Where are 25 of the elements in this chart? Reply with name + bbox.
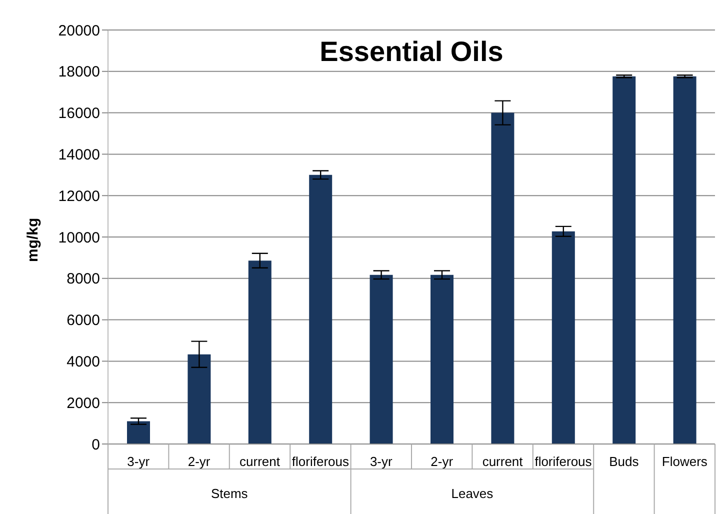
y-tick-label: 4000 [66,354,100,371]
y-tick-label: 10000 [58,229,100,246]
x-tick-label: floriferous [534,454,592,469]
x-tick-label: current [482,454,524,469]
x-tick-label: 2-yr [430,454,454,469]
x-tick-label: 3-yr [127,454,150,469]
y-tick-label: 14000 [58,146,100,164]
y-tick-label: 2000 [66,394,100,412]
x-tick-label: 2-yr [188,454,211,469]
x-tick-label: floriferous [292,454,350,469]
x-tick-label: 3-yr [370,454,394,469]
x-tick-label: current [240,454,280,469]
y-tick-label: 12000 [58,188,100,205]
y-tick-label: 16000 [58,105,100,122]
y-tick-label: 18000 [58,64,100,81]
text: Leaves [451,486,494,501]
chart-title: Essential Oils [318,36,504,68]
y-tick-label: 6000 [66,312,100,330]
y-tick-label: 8000 [66,270,100,288]
text: Stems [210,486,248,501]
y-tick-label: 20000 [58,22,100,40]
y-axis-title: mg/kg [24,218,42,262]
x-tick-label: Buds [609,454,640,469]
y-tick-label: 0 [92,436,100,454]
x-tick-label: Flowers [662,454,708,469]
